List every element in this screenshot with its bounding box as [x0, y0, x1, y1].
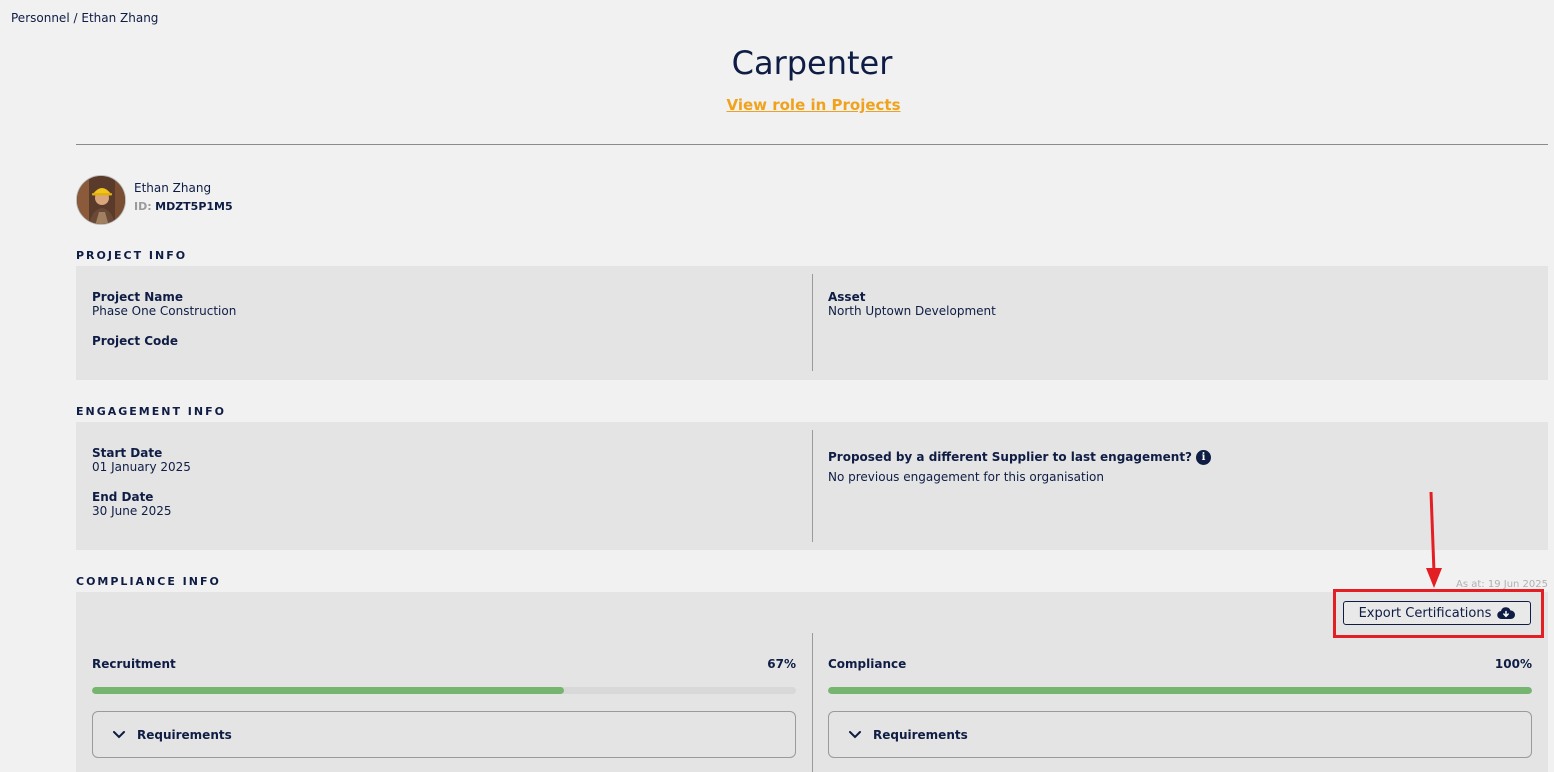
recruitment-percent: 67%	[767, 657, 796, 671]
compliance-label: Compliance	[828, 657, 907, 671]
asset-value: North Uptown Development	[828, 304, 996, 318]
cloud-download-icon	[1497, 607, 1516, 620]
compliance-percent: 100%	[1494, 657, 1532, 671]
asset-label: Asset	[828, 290, 866, 304]
recruitment-requirements-label: Requirements	[137, 727, 232, 742]
recruitment-label: Recruitment	[92, 657, 176, 671]
view-role-link[interactable]: View role in Projects	[726, 96, 901, 114]
breadcrumb-separator: /	[73, 11, 78, 25]
end-date-value: 30 June 2025	[92, 504, 172, 518]
project-info-separator	[812, 274, 813, 371]
breadcrumb-current: Ethan Zhang	[81, 11, 159, 25]
person-name: Ethan Zhang	[134, 181, 212, 195]
end-date-label: End Date	[92, 490, 154, 504]
person-id-label: ID:	[134, 200, 152, 213]
export-certifications-label: Export Certifications	[1358, 605, 1492, 621]
header-divider	[76, 144, 1548, 145]
compliance-requirements-label: Requirements	[873, 727, 968, 742]
proposed-supplier-label: Proposed by a different Supplier to last…	[828, 450, 1193, 464]
compliance-requirements-toggle[interactable]: Requirements	[828, 711, 1532, 758]
worker-avatar-icon	[77, 176, 125, 224]
chevron-down-icon	[113, 730, 125, 738]
breadcrumb-personnel-link[interactable]: Personnel	[11, 11, 70, 25]
annotation-highlight-box	[1333, 589, 1544, 638]
recruitment-progress-bar	[92, 687, 796, 694]
annotation-arrow-icon	[1426, 491, 1442, 588]
compliance-progress-fill	[828, 687, 1532, 694]
project-info-heading: PROJECT INFO	[76, 249, 188, 262]
export-certifications-button[interactable]: Export Certifications	[1343, 601, 1531, 625]
compliance-progress-bar	[828, 687, 1532, 694]
chevron-down-icon	[849, 730, 861, 738]
person-id-value: MDZT5P1M5	[155, 200, 233, 213]
proposed-supplier-label-wrap: Proposed by a different Supplier to last…	[828, 450, 1212, 465]
info-icon[interactable]: i	[1196, 450, 1212, 465]
start-date-label: Start Date	[92, 446, 163, 460]
compliance-info-panel: Export Certifications Recruitment 67% Re…	[76, 592, 1548, 772]
engagement-info-panel: Start Date 01 January 2025 End Date 30 J…	[76, 422, 1548, 550]
engagement-info-heading: ENGAGEMENT INFO	[76, 405, 226, 418]
as-at-timestamp: As at: 19 Jun 2025	[1456, 579, 1548, 590]
person-id: ID: MDZT5P1M5	[134, 200, 233, 213]
breadcrumb: Personnel / Ethan Zhang	[11, 11, 158, 25]
page-title: Carpenter	[731, 44, 893, 82]
project-name-label: Project Name	[92, 290, 184, 304]
project-code-label: Project Code	[92, 334, 179, 348]
project-info-panel: Project Name Phase One Construction Proj…	[76, 266, 1548, 380]
project-name-value: Phase One Construction	[92, 304, 237, 318]
proposed-supplier-value: No previous engagement for this organisa…	[828, 470, 1104, 484]
recruitment-requirements-toggle[interactable]: Requirements	[92, 711, 796, 758]
engagement-info-separator	[812, 430, 813, 542]
recruitment-progress-fill	[92, 687, 564, 694]
compliance-info-heading: COMPLIANCE INFO	[76, 575, 221, 588]
compliance-info-separator	[812, 633, 813, 772]
avatar	[76, 175, 126, 225]
start-date-value: 01 January 2025	[92, 460, 191, 474]
